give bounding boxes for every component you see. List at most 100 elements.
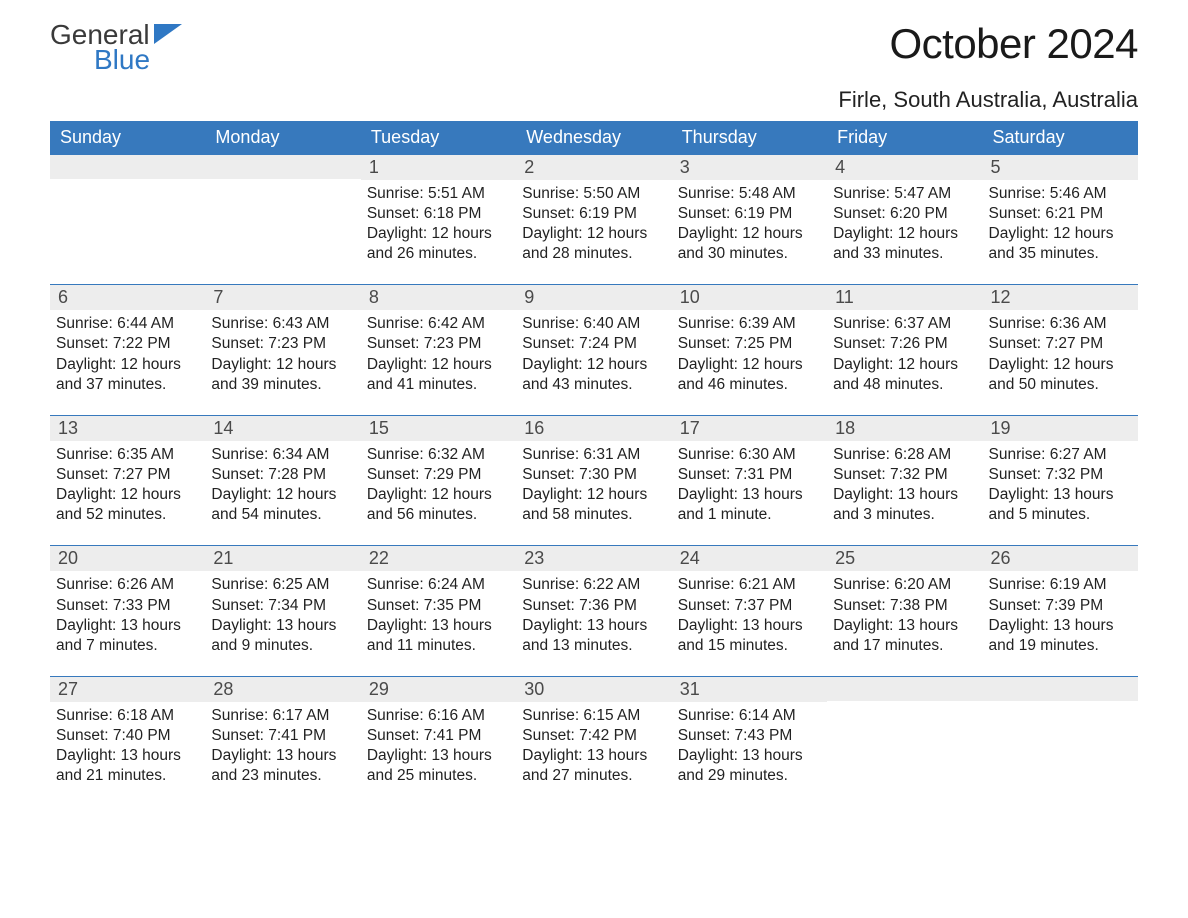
day-line: Daylight: 12 hours: [56, 355, 199, 375]
calendar-week-row: 13Sunrise: 6:35 AMSunset: 7:27 PMDayligh…: [50, 415, 1138, 546]
calendar-day-cell: [50, 154, 205, 285]
day-line: Sunset: 7:27 PM: [56, 465, 199, 485]
day-line: and 33 minutes.: [833, 244, 976, 264]
logo: General Blue: [50, 20, 182, 75]
day-line: Daylight: 13 hours: [211, 616, 354, 636]
day-line: Daylight: 12 hours: [833, 224, 976, 244]
day-number: 28: [205, 677, 360, 702]
day-line: Sunrise: 6:43 AM: [211, 314, 354, 334]
day-line: and 11 minutes.: [367, 636, 510, 656]
day-body: Sunrise: 6:27 AMSunset: 7:32 PMDaylight:…: [983, 441, 1138, 546]
day-line: Sunrise: 6:40 AM: [522, 314, 665, 334]
calendar-table: Sunday Monday Tuesday Wednesday Thursday…: [50, 121, 1138, 807]
day-body: Sunrise: 6:16 AMSunset: 7:41 PMDaylight:…: [361, 702, 516, 807]
day-body: Sunrise: 6:44 AMSunset: 7:22 PMDaylight:…: [50, 310, 205, 415]
day-body: Sunrise: 6:20 AMSunset: 7:38 PMDaylight:…: [827, 571, 982, 676]
day-line: Sunrise: 6:15 AM: [522, 706, 665, 726]
day-body: [50, 179, 205, 275]
day-line: Daylight: 13 hours: [367, 746, 510, 766]
day-number: 27: [50, 677, 205, 702]
day-line: and 7 minutes.: [56, 636, 199, 656]
day-number: 8: [361, 285, 516, 310]
day-line: Sunrise: 6:14 AM: [678, 706, 821, 726]
day-number: 24: [672, 546, 827, 571]
day-line: Sunrise: 6:35 AM: [56, 445, 199, 465]
day-line: Daylight: 13 hours: [833, 485, 976, 505]
calendar-day-cell: 26Sunrise: 6:19 AMSunset: 7:39 PMDayligh…: [983, 546, 1138, 677]
day-body: [983, 701, 1138, 797]
day-line: Sunrise: 5:48 AM: [678, 184, 821, 204]
calendar-day-cell: 8Sunrise: 6:42 AMSunset: 7:23 PMDaylight…: [361, 285, 516, 416]
calendar-week-row: 27Sunrise: 6:18 AMSunset: 7:40 PMDayligh…: [50, 677, 1138, 807]
page-title: October 2024: [889, 20, 1138, 68]
day-line: Sunrise: 6:30 AM: [678, 445, 821, 465]
day-line: Sunrise: 6:44 AM: [56, 314, 199, 334]
calendar-week-row: 6Sunrise: 6:44 AMSunset: 7:22 PMDaylight…: [50, 285, 1138, 416]
day-line: Daylight: 13 hours: [989, 616, 1132, 636]
day-number: 7: [205, 285, 360, 310]
day-line: Sunrise: 6:28 AM: [833, 445, 976, 465]
day-number: 5: [983, 155, 1138, 180]
day-line: and 50 minutes.: [989, 375, 1132, 395]
day-line: and 30 minutes.: [678, 244, 821, 264]
day-line: Sunset: 6:19 PM: [678, 204, 821, 224]
day-line: Daylight: 13 hours: [56, 746, 199, 766]
day-line: Sunrise: 5:47 AM: [833, 184, 976, 204]
day-line: and 15 minutes.: [678, 636, 821, 656]
day-number: 2: [516, 155, 671, 180]
day-line: Sunset: 6:21 PM: [989, 204, 1132, 224]
day-body: Sunrise: 6:15 AMSunset: 7:42 PMDaylight:…: [516, 702, 671, 807]
calendar-day-cell: 6Sunrise: 6:44 AMSunset: 7:22 PMDaylight…: [50, 285, 205, 416]
header-bar: General Blue October 2024: [50, 20, 1138, 75]
day-body: Sunrise: 6:37 AMSunset: 7:26 PMDaylight:…: [827, 310, 982, 415]
day-line: Sunset: 7:29 PM: [367, 465, 510, 485]
day-line: and 52 minutes.: [56, 505, 199, 525]
day-number: 15: [361, 416, 516, 441]
calendar-day-cell: 23Sunrise: 6:22 AMSunset: 7:36 PMDayligh…: [516, 546, 671, 677]
calendar-day-cell: 15Sunrise: 6:32 AMSunset: 7:29 PMDayligh…: [361, 415, 516, 546]
calendar-day-cell: 29Sunrise: 6:16 AMSunset: 7:41 PMDayligh…: [361, 677, 516, 807]
day-body: Sunrise: 5:50 AMSunset: 6:19 PMDaylight:…: [516, 180, 671, 285]
day-line: Sunrise: 6:39 AM: [678, 314, 821, 334]
calendar-day-cell: [983, 677, 1138, 807]
day-number: 9: [516, 285, 671, 310]
day-number: 18: [827, 416, 982, 441]
day-number: [205, 155, 360, 179]
day-line: Daylight: 12 hours: [678, 355, 821, 375]
day-line: Sunrise: 5:51 AM: [367, 184, 510, 204]
day-body: Sunrise: 5:46 AMSunset: 6:21 PMDaylight:…: [983, 180, 1138, 285]
day-body: Sunrise: 6:34 AMSunset: 7:28 PMDaylight:…: [205, 441, 360, 546]
day-line: and 58 minutes.: [522, 505, 665, 525]
day-line: and 3 minutes.: [833, 505, 976, 525]
day-line: Daylight: 13 hours: [56, 616, 199, 636]
calendar-day-cell: 4Sunrise: 5:47 AMSunset: 6:20 PMDaylight…: [827, 154, 982, 285]
day-number: 30: [516, 677, 671, 702]
day-line: Sunrise: 6:36 AM: [989, 314, 1132, 334]
day-body: Sunrise: 6:22 AMSunset: 7:36 PMDaylight:…: [516, 571, 671, 676]
calendar-day-cell: 24Sunrise: 6:21 AMSunset: 7:37 PMDayligh…: [672, 546, 827, 677]
day-number: 3: [672, 155, 827, 180]
day-body: Sunrise: 6:21 AMSunset: 7:37 PMDaylight:…: [672, 571, 827, 676]
day-line: Sunrise: 6:16 AM: [367, 706, 510, 726]
day-body: Sunrise: 5:51 AMSunset: 6:18 PMDaylight:…: [361, 180, 516, 285]
day-line: and 35 minutes.: [989, 244, 1132, 264]
calendar-day-cell: 31Sunrise: 6:14 AMSunset: 7:43 PMDayligh…: [672, 677, 827, 807]
day-body: Sunrise: 6:26 AMSunset: 7:33 PMDaylight:…: [50, 571, 205, 676]
day-line: Sunrise: 6:17 AM: [211, 706, 354, 726]
day-line: Daylight: 13 hours: [989, 485, 1132, 505]
day-line: Sunset: 7:37 PM: [678, 596, 821, 616]
calendar-day-cell: 9Sunrise: 6:40 AMSunset: 7:24 PMDaylight…: [516, 285, 671, 416]
day-line: and 17 minutes.: [833, 636, 976, 656]
day-line: Sunset: 7:22 PM: [56, 334, 199, 354]
day-line: Sunset: 7:34 PM: [211, 596, 354, 616]
day-number: 1: [361, 155, 516, 180]
day-line: Daylight: 12 hours: [367, 355, 510, 375]
day-body: Sunrise: 6:31 AMSunset: 7:30 PMDaylight:…: [516, 441, 671, 546]
calendar-day-cell: 3Sunrise: 5:48 AMSunset: 6:19 PMDaylight…: [672, 154, 827, 285]
day-body: Sunrise: 6:40 AMSunset: 7:24 PMDaylight:…: [516, 310, 671, 415]
day-number: [827, 677, 982, 701]
day-line: Sunrise: 6:22 AM: [522, 575, 665, 595]
day-line: Sunset: 6:18 PM: [367, 204, 510, 224]
day-line: and 37 minutes.: [56, 375, 199, 395]
location-subtitle: Firle, South Australia, Australia: [50, 87, 1138, 113]
